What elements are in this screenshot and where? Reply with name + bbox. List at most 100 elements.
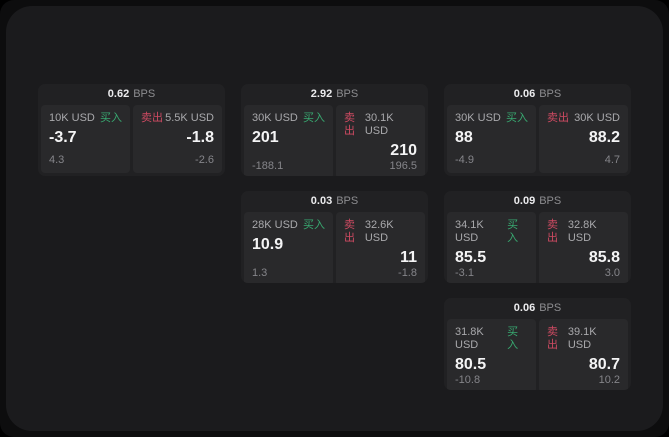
quote-card: 0.03 BPS 28K USD 买入 10.9 1.3 卖出 32.6K US… [241, 191, 428, 283]
bps-header: 0.06 BPS [444, 298, 631, 319]
buy-size-label: 28K USD [252, 219, 298, 231]
quote-card: 2.92 BPS 30K USD 买入 201 -188.1 卖出 30.1K … [241, 84, 428, 176]
buy-panel[interactable]: 28K USD 买入 10.9 1.3 [244, 212, 333, 283]
buy-top-row: 31.8K USD 买入 [455, 326, 528, 352]
buy-delta: -10.8 [455, 374, 481, 386]
buy-value: 10.9 [252, 236, 284, 253]
buy-badge: 买入 [507, 219, 519, 244]
sell-panel[interactable]: 卖出 32.6K USD 11 -1.8 [336, 212, 425, 283]
sell-value: 80.7 [588, 356, 620, 373]
buy-size-label: 30K USD [455, 112, 501, 124]
quote-card: 0.06 BPS 31.8K USD 买入 80.5 -10.8 卖出 39.1… [444, 298, 631, 390]
buy-panel[interactable]: 30K USD 买入 201 -188.1 [244, 105, 333, 176]
sell-delta: 10.2 [598, 374, 620, 386]
buy-value: 201 [252, 129, 279, 146]
buy-delta: -3.1 [455, 267, 474, 279]
sell-panel[interactable]: 卖出 5.5K USD -1.8 -2.6 [133, 105, 222, 173]
bps-header: 0.03 BPS [241, 191, 428, 212]
bps-value: 0.09 [513, 195, 536, 207]
sell-delta: -2.6 [195, 154, 214, 166]
main-panel: 0.62 BPS 10K USD 买入 -3.7 4.3 卖出 5.5K USD… [6, 6, 663, 431]
sell-top-row: 卖出 32.8K USD [547, 219, 620, 245]
buy-badge: 买入 [303, 112, 325, 124]
bps-suffix: BPS [539, 302, 562, 314]
buy-panel[interactable]: 10K USD 买入 -3.7 4.3 [41, 105, 130, 173]
quote-card: 0.06 BPS 30K USD 买入 88 -4.9 卖出 30K USD 8… [444, 84, 631, 176]
buy-delta: 1.3 [252, 267, 268, 279]
buy-value: -3.7 [49, 129, 77, 146]
buy-size-label: 34.1K USD [455, 219, 484, 244]
sell-delta: 196.5 [389, 160, 417, 172]
quote-card: 0.09 BPS 34.1K USD 买入 85.5 -3.1 卖出 32.8K… [444, 191, 631, 283]
cards-grid: 0.62 BPS 10K USD 买入 -3.7 4.3 卖出 5.5K USD… [38, 84, 631, 390]
bps-suffix: BPS [539, 195, 562, 207]
bps-value: 2.92 [310, 88, 333, 100]
buy-size-label: 30K USD [252, 112, 298, 124]
buy-value: 85.5 [455, 249, 487, 266]
buy-panel[interactable]: 30K USD 买入 88 -4.9 [447, 105, 536, 173]
sell-size-label: 32.6K USD [364, 219, 394, 244]
sell-panel[interactable]: 卖出 30K USD 88.2 4.7 [539, 105, 628, 173]
sell-badge: 卖出 [547, 112, 569, 124]
card-body: 30K USD 买入 201 -188.1 卖出 30.1K USD 210 1… [241, 105, 428, 176]
sell-delta: -1.8 [398, 267, 417, 279]
buy-top-row: 30K USD 买入 [252, 112, 325, 125]
sell-badge: 卖出 [344, 219, 355, 244]
bps-suffix: BPS [336, 195, 359, 207]
buy-value: 80.5 [455, 356, 487, 373]
buy-top-row: 28K USD 买入 [252, 219, 325, 232]
sell-delta: 3.0 [604, 267, 620, 279]
card-body: 30K USD 买入 88 -4.9 卖出 30K USD 88.2 4.7 [444, 105, 631, 176]
bps-value: 0.62 [107, 88, 130, 100]
bps-header: 0.06 BPS [444, 84, 631, 105]
buy-delta: -188.1 [252, 160, 284, 172]
sell-top-row: 卖出 39.1K USD [547, 326, 620, 352]
buy-panel[interactable]: 31.8K USD 买入 80.5 -10.8 [447, 319, 536, 390]
bps-header: 0.09 BPS [444, 191, 631, 212]
sell-badge: 卖出 [344, 112, 355, 137]
card-body: 34.1K USD 买入 85.5 -3.1 卖出 32.8K USD 85.8… [444, 212, 631, 283]
sell-size-label: 32.8K USD [567, 219, 597, 244]
bps-suffix: BPS [336, 88, 359, 100]
bps-value: 0.06 [513, 302, 536, 314]
sell-panel[interactable]: 卖出 32.8K USD 85.8 3.0 [539, 212, 628, 283]
bps-value: 0.06 [513, 88, 536, 100]
card-body: 10K USD 买入 -3.7 4.3 卖出 5.5K USD -1.8 -2.… [38, 105, 225, 176]
buy-top-row: 30K USD 买入 [455, 112, 528, 125]
bps-suffix: BPS [539, 88, 562, 100]
buy-badge: 买入 [507, 326, 519, 351]
sell-top-row: 卖出 30K USD [547, 112, 620, 125]
buy-badge: 买入 [506, 112, 528, 124]
buy-top-row: 10K USD 买入 [49, 112, 122, 125]
buy-badge: 买入 [100, 112, 122, 124]
sell-size-label: 30K USD [574, 112, 620, 124]
sell-badge: 卖出 [141, 112, 163, 124]
sell-size-label: 39.1K USD [567, 326, 597, 351]
buy-size-label: 10K USD [49, 112, 95, 124]
buy-panel[interactable]: 34.1K USD 买入 85.5 -3.1 [447, 212, 536, 283]
bps-suffix: BPS [133, 88, 156, 100]
quote-card: 0.62 BPS 10K USD 买入 -3.7 4.3 卖出 5.5K USD… [38, 84, 225, 176]
buy-value: 88 [455, 129, 473, 146]
sell-delta: 4.7 [604, 154, 620, 166]
sell-panel[interactable]: 卖出 30.1K USD 210 196.5 [336, 105, 425, 176]
sell-value: -1.8 [186, 129, 214, 146]
sell-value: 88.2 [588, 129, 620, 146]
sell-panel[interactable]: 卖出 39.1K USD 80.7 10.2 [539, 319, 628, 390]
sell-top-row: 卖出 32.6K USD [344, 219, 417, 245]
buy-delta: 4.3 [49, 154, 65, 166]
sell-value: 85.8 [588, 249, 620, 266]
sell-size-label: 5.5K USD [165, 112, 214, 124]
sell-size-label: 30.1K USD [364, 112, 394, 137]
buy-delta: -4.9 [455, 154, 474, 166]
buy-top-row: 34.1K USD 买入 [455, 219, 528, 245]
card-body: 31.8K USD 买入 80.5 -10.8 卖出 39.1K USD 80.… [444, 319, 631, 390]
bps-header: 0.62 BPS [38, 84, 225, 105]
bps-header: 2.92 BPS [241, 84, 428, 105]
card-body: 28K USD 买入 10.9 1.3 卖出 32.6K USD 11 -1.8 [241, 212, 428, 283]
bps-value: 0.03 [310, 195, 333, 207]
sell-top-row: 卖出 30.1K USD [344, 112, 417, 138]
sell-top-row: 卖出 5.5K USD [141, 112, 214, 125]
sell-value: 11 [400, 249, 417, 266]
